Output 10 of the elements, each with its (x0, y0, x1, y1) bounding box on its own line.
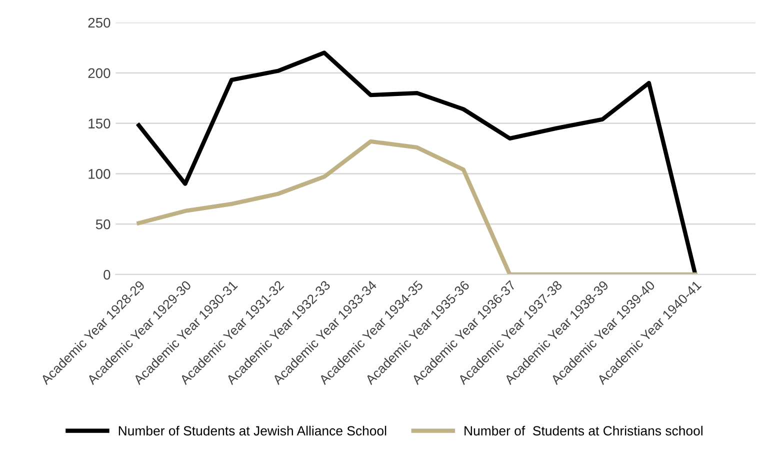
y-tick-label: 200 (88, 68, 110, 78)
legend-label: Number of Students at Jewish Alliance School (118, 426, 386, 436)
y-tick-label: 250 (88, 18, 110, 28)
line-series (136, 50, 698, 274)
legend-label: Number of Students at Christians school (464, 426, 702, 436)
y-tick-label: 0 (104, 270, 110, 280)
y-tick-label: 50 (96, 219, 110, 230)
y-tick-label: 100 (88, 169, 110, 179)
line-series (136, 139, 698, 274)
y-tick-label: 150 (88, 118, 110, 128)
